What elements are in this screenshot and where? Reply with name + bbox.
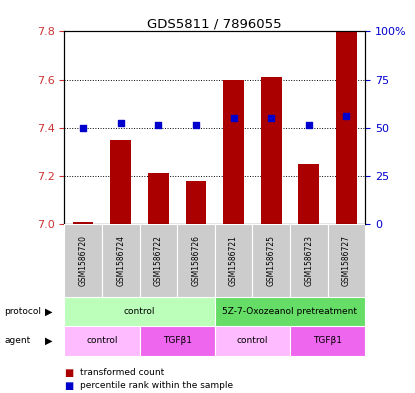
- Bar: [261, 77, 281, 224]
- Text: ▶: ▶: [45, 336, 53, 346]
- Text: TGFβ1: TGFβ1: [163, 336, 192, 345]
- Text: TGFβ1: TGFβ1: [313, 336, 342, 345]
- Bar: [298, 164, 319, 224]
- Bar: [177, 224, 215, 297]
- Text: control: control: [124, 307, 155, 316]
- Point: [343, 112, 350, 119]
- Text: ■: ■: [64, 381, 73, 391]
- Text: GSM1586721: GSM1586721: [229, 235, 238, 286]
- Point: [117, 120, 124, 126]
- Bar: [290, 326, 365, 356]
- Bar: [327, 224, 365, 297]
- Text: control: control: [86, 336, 118, 345]
- Text: GSM1586720: GSM1586720: [78, 235, 88, 286]
- Text: GSM1586726: GSM1586726: [191, 235, 200, 286]
- Point: [268, 115, 274, 121]
- Bar: [336, 31, 357, 224]
- Point: [193, 122, 199, 129]
- Bar: [215, 297, 365, 326]
- Bar: [73, 222, 93, 224]
- Bar: [186, 181, 206, 224]
- Text: transformed count: transformed count: [80, 368, 164, 377]
- Point: [230, 115, 237, 121]
- Point: [155, 122, 162, 129]
- Text: ▶: ▶: [45, 307, 53, 316]
- Point: [80, 125, 86, 131]
- Bar: [139, 224, 177, 297]
- Text: GSM1586725: GSM1586725: [267, 235, 276, 286]
- Bar: [223, 79, 244, 224]
- Text: GSM1586727: GSM1586727: [342, 235, 351, 286]
- Text: control: control: [237, 336, 268, 345]
- Text: agent: agent: [4, 336, 30, 345]
- Bar: [139, 326, 215, 356]
- Bar: [215, 326, 290, 356]
- Text: protocol: protocol: [4, 307, 41, 316]
- Point: [305, 122, 312, 129]
- Title: GDS5811 / 7896055: GDS5811 / 7896055: [147, 17, 282, 30]
- Text: GSM1586724: GSM1586724: [116, 235, 125, 286]
- Bar: [64, 326, 139, 356]
- Text: ■: ■: [64, 367, 73, 378]
- Text: percentile rank within the sample: percentile rank within the sample: [80, 382, 233, 390]
- Text: GSM1586723: GSM1586723: [304, 235, 313, 286]
- Bar: [148, 173, 168, 224]
- Bar: [64, 297, 215, 326]
- Text: 5Z-7-Oxozeanol pretreatment: 5Z-7-Oxozeanol pretreatment: [222, 307, 357, 316]
- Bar: [215, 224, 252, 297]
- Bar: [64, 224, 102, 297]
- Bar: [102, 224, 139, 297]
- Bar: [110, 140, 131, 224]
- Text: GSM1586722: GSM1586722: [154, 235, 163, 286]
- Bar: [290, 224, 327, 297]
- Bar: [252, 224, 290, 297]
